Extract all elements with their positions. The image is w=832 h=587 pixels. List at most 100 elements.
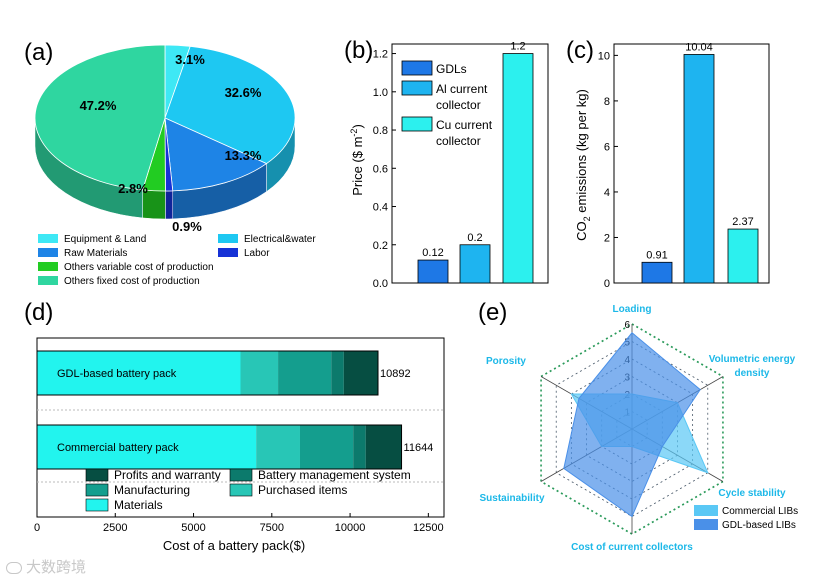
legend-label: Al current — [436, 82, 488, 96]
bar-value-label: 0.12 — [422, 247, 443, 259]
stacked-bar-segment — [299, 425, 354, 469]
y-tick-label: 0.4 — [373, 202, 388, 214]
legend-swatch — [229, 483, 253, 497]
legend-label: collector — [436, 134, 481, 148]
bar — [727, 228, 759, 284]
legend-swatch — [218, 234, 238, 243]
x-tick-label: 2500 — [103, 522, 127, 534]
x-tick-label: 7500 — [260, 522, 284, 534]
x-tick-label: 5000 — [181, 522, 205, 534]
x-axis-label: Cost of a battery pack($) — [163, 538, 305, 553]
y-tick-label: 0 — [604, 278, 610, 290]
stacked-bar-segment — [240, 351, 279, 395]
panel-c: (c) CO2 emissions (kg per kg) 0 2 4 6 8 10 0.… — [560, 0, 832, 292]
stacked-bar-segment — [365, 425, 402, 469]
panel-b: (b) Price ($ m-2) 0.0 0.2 0.4 0.6 0.8 1.0 1.2 … — [340, 0, 560, 292]
bar-value-label: 0.91 — [646, 249, 667, 261]
bar-value-label: 0.2 — [467, 232, 482, 244]
radar-axis-label: density — [734, 368, 769, 379]
panel-label: (c) — [566, 37, 594, 64]
panel-label: (a) — [24, 39, 53, 66]
category-label: Commercial battery pack — [57, 442, 179, 454]
y-tick-label: 1.2 — [373, 49, 388, 61]
legend-label: Manufacturing — [114, 483, 190, 497]
legend-swatch — [85, 468, 109, 482]
legend-label: Others variable cost of production — [64, 262, 214, 273]
panel-label: (e) — [478, 299, 507, 326]
x-tick-label: 0 — [34, 522, 40, 534]
legend-label: collector — [436, 98, 481, 112]
panel-d: (d) 0 2500 5000 7500 10000 12500 GDL-based ba… — [0, 292, 460, 582]
stacked-bar-segment — [278, 351, 332, 395]
legend-label: Electrical&water — [244, 234, 316, 245]
stacked-bar-segment — [37, 351, 241, 395]
pie-chart: (a) 3.1% 32.6% 13.3% 0.9% 2.8% 47.2% Equipmen… — [24, 39, 316, 287]
legend-swatch — [229, 468, 253, 482]
radar-series-area — [563, 332, 701, 518]
pie-slice-side — [165, 190, 174, 220]
radar-axis-label: Volumetric energy — [709, 354, 796, 365]
y-tick-label: 4 — [604, 187, 610, 199]
watermark-logo-icon — [6, 561, 22, 574]
y-tick-label: 10 — [598, 50, 610, 62]
stacked-bar-outline — [36, 350, 379, 396]
legend-swatch — [694, 505, 718, 516]
pie-slice — [34, 44, 166, 191]
bar — [459, 244, 491, 284]
pie-value-label: 47.2% — [80, 98, 117, 113]
stacked-bar-segment — [37, 425, 257, 469]
y-tick-label: 8 — [604, 96, 610, 108]
bar — [502, 53, 534, 284]
legend-swatch — [401, 60, 433, 76]
legend-swatch — [85, 483, 109, 497]
y-tick-label: 1.0 — [373, 87, 388, 99]
legend-label: GDLs — [436, 62, 467, 76]
y-tick-label: 0.6 — [373, 163, 388, 175]
category-label: GDL-based battery pack — [57, 368, 177, 380]
bar-chart-price: (b) Price ($ m-2) 0.00.20.40.60.81.01.2 … — [344, 37, 549, 290]
pie-value-label: 13.3% — [225, 148, 262, 163]
legend-swatch — [38, 234, 58, 243]
legend-label: GDL-based LIBs — [722, 520, 796, 531]
legend-label: Raw Materials — [64, 248, 127, 259]
legend-label: Others fixed cost of production — [64, 276, 200, 287]
bar — [683, 54, 715, 284]
panel-label: (d) — [24, 299, 53, 326]
y-tick-label: 0.8 — [373, 125, 388, 137]
legend-label: Commercial LIBs — [722, 506, 798, 517]
pie-value-label: 3.1% — [175, 52, 205, 67]
bar-value-label: 1.2 — [510, 41, 525, 53]
legend-swatch — [401, 116, 433, 132]
panel-a: (a) 3.1% 32.6% 13.3% 0.9% 2.8% 47.2% Equipmen… — [0, 0, 340, 292]
x-tick-label: 10000 — [335, 522, 366, 534]
watermark: 大数跨境 — [6, 556, 86, 577]
legend-swatch — [218, 248, 238, 257]
y-tick-label: 0.2 — [373, 240, 388, 252]
y-axis-label: Price ($ m-2) — [349, 124, 365, 196]
legend-swatch — [38, 262, 58, 271]
x-tick-label: 12500 — [413, 522, 444, 534]
radar-axis-label: Loading — [613, 304, 652, 315]
stacked-bar-outline — [36, 424, 403, 470]
legend-label: Labor — [244, 248, 270, 259]
legend-label: Equipment & Land — [64, 234, 146, 245]
legend-label: Purchased items — [258, 483, 347, 497]
stacked-bar-chart: (d) 0 2500 5000 7500 10000 12500 GDL-based ba… — [24, 299, 445, 553]
radar-axis-label: Cycle stability — [718, 488, 786, 499]
legend-label: Cu current — [436, 118, 493, 132]
pie-slice — [164, 117, 268, 192]
legend-swatch — [85, 498, 109, 512]
bar — [417, 259, 449, 284]
radar-axis-label: Porosity — [486, 356, 526, 367]
pie-slice — [164, 45, 296, 165]
stacked-bar-segment — [256, 425, 300, 469]
pie-value-label: 2.8% — [118, 181, 148, 196]
legend-swatch — [401, 80, 433, 96]
watermark-text: 大数跨境 — [26, 558, 87, 576]
legend-label: Profits and warranty — [114, 468, 221, 482]
radar-axis-label: Cost of current collectors — [571, 542, 693, 553]
stacked-bar-segment — [353, 425, 366, 469]
bar — [641, 261, 673, 284]
